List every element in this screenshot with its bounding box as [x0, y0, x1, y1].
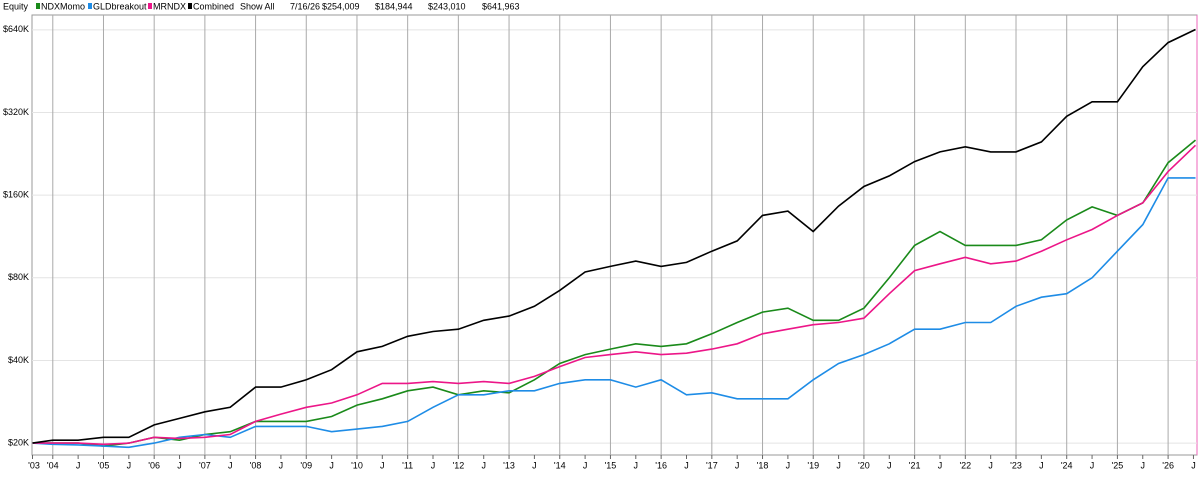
legend-swatch[interactable]	[88, 3, 92, 9]
x-tick-label: '12	[452, 460, 464, 470]
y-tick-label: $20K	[8, 437, 29, 447]
series-line	[32, 28, 1196, 444]
x-tick-label: '15	[605, 460, 617, 470]
x-tick-label: J	[1090, 460, 1095, 470]
x-tick-label: '08	[250, 460, 262, 470]
legend-swatch[interactable]	[188, 3, 192, 9]
x-tick-label: J	[786, 460, 791, 470]
readout-date: 7/16/26	[290, 1, 320, 11]
x-tick-label: '18	[757, 460, 769, 470]
x-tick-label: '09	[300, 460, 312, 470]
series-line	[32, 177, 1196, 449]
x-tick-label: J	[684, 460, 689, 470]
x-tick-label: J	[1039, 460, 1044, 470]
series-line	[32, 139, 1197, 447]
x-tick-label: '13	[503, 460, 515, 470]
x-tick-label: '17	[706, 460, 718, 470]
x-tick-label: '10	[351, 460, 363, 470]
x-tick-label: J	[279, 460, 284, 470]
y-tick-label: $40K	[8, 355, 29, 365]
x-tick-label: '16	[655, 460, 667, 470]
y-tick-label: $80K	[8, 272, 29, 282]
x-tick-label: '21	[909, 460, 921, 470]
x-tick-label: '19	[807, 460, 819, 470]
x-tick-label: J	[228, 460, 233, 470]
x-tick-label: '20	[858, 460, 870, 470]
x-tick-label: J	[634, 460, 639, 470]
readout-value: $641,963	[482, 1, 520, 11]
show-all-button[interactable]: Show All	[240, 1, 275, 11]
x-tick-label: J	[1141, 460, 1146, 470]
legend-swatch[interactable]	[36, 3, 40, 9]
series-line	[32, 144, 1197, 446]
plot-area	[31, 14, 1198, 456]
x-tick-label: J	[1191, 460, 1196, 470]
x-tick-label: '03	[28, 460, 40, 470]
y-tick-label: $160K	[3, 190, 29, 200]
x-tick-label: '07	[199, 460, 211, 470]
x-tick-label: '26	[1162, 460, 1174, 470]
y-tick-label: $320K	[3, 107, 29, 117]
x-tick-label: J	[329, 460, 334, 470]
x-tick-label: J	[735, 460, 740, 470]
x-tick-label: '14	[554, 460, 566, 470]
x-tick-label: '05	[98, 460, 110, 470]
x-tick-label: J	[938, 460, 943, 470]
x-tick-label: J	[127, 460, 132, 470]
x-tick-label: J	[988, 460, 993, 470]
x-tick-label: '04	[47, 460, 59, 470]
y-tick-label: $640K	[3, 24, 29, 34]
x-tick-label: J	[380, 460, 385, 470]
readout-value: $254,009	[322, 1, 360, 11]
chart-title: Equity	[3, 1, 29, 11]
x-tick-label: '23	[1010, 460, 1022, 470]
x-tick-label: '22	[959, 460, 971, 470]
legend-label[interactable]: MRNDX	[153, 1, 186, 11]
x-tick-label: '06	[148, 460, 160, 470]
x-tick-label: '11	[402, 460, 413, 470]
x-tick-label: J	[431, 460, 436, 470]
legend-label[interactable]: NDXMomo	[41, 1, 85, 11]
x-tick-label: J	[887, 460, 892, 470]
legend-label[interactable]: Combined	[193, 1, 234, 11]
x-tick-label: J	[177, 460, 182, 470]
x-tick-label: J	[836, 460, 841, 470]
x-tick-label: J	[76, 460, 81, 470]
readout-value: $184,944	[375, 1, 413, 11]
x-tick-label: J	[481, 460, 486, 470]
readout-value: $243,010	[428, 1, 466, 11]
x-tick-label: J	[583, 460, 588, 470]
legend-swatch[interactable]	[148, 3, 152, 9]
x-tick-label: '25	[1112, 460, 1124, 470]
legend-label[interactable]: GLDbreakout	[93, 1, 147, 11]
x-tick-label: J	[532, 460, 537, 470]
x-tick-label: '24	[1061, 460, 1073, 470]
